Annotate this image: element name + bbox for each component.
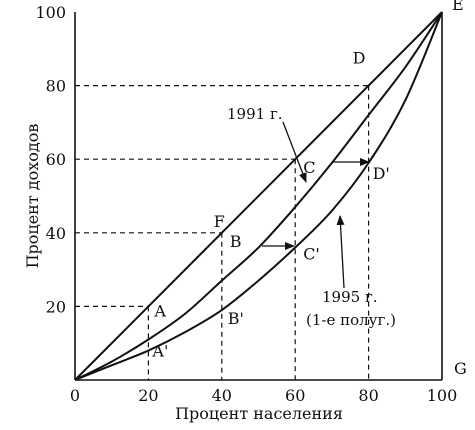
point-label-F: F (214, 212, 225, 231)
arrow-1995-to-curve (336, 215, 345, 289)
y-tick-40: 40 (46, 224, 66, 243)
y-tick-80: 80 (46, 77, 66, 96)
plot-frame (74, 12, 443, 381)
guide-lines (75, 84, 370, 380)
point-label-E: E (452, 0, 464, 14)
arrow-1991-to-curve (282, 121, 307, 183)
x-tick-100: 100 (427, 386, 458, 405)
x-tick-80: 80 (358, 386, 378, 405)
equality-line (74, 11, 443, 381)
point-label-D-prime: D' (373, 164, 390, 183)
annotation-2-line-1: 1995 г. (322, 288, 378, 306)
x-tick-40: 40 (212, 386, 232, 405)
point-label-G: G (454, 359, 467, 378)
point-label-B-prime: B' (228, 309, 244, 328)
x-tick-0: 0 (70, 386, 80, 405)
annotation-1-line-1: 1991 г. (227, 105, 283, 123)
lorenz-curve-1995 (74, 11, 443, 381)
point-label-C: C (303, 158, 315, 177)
y-tick-100: 100 (35, 3, 66, 22)
x-tick-60: 60 (285, 386, 305, 405)
annotations: 1991 г. 1995 г. (1-е полуг.) (227, 105, 396, 329)
y-axis-label: Процент доходов (23, 124, 42, 269)
tick-labels: 0 20 40 60 80 100 20 40 60 80 100 (35, 3, 457, 405)
point-labels: A A' FB B' C C' D D' E G (151, 0, 466, 378)
point-label-A: A (153, 301, 166, 320)
x-axis-label: Процент населения (175, 404, 343, 423)
point-label-A-prime: A' (151, 342, 168, 361)
x-tick-20: 20 (138, 386, 158, 405)
curves (74, 11, 443, 381)
y-tick-60: 60 (46, 150, 66, 169)
annotation-arrows (262, 121, 370, 289)
point-label-D: D (353, 49, 366, 68)
y-tick-20: 20 (46, 297, 66, 316)
point-label-C-prime: C' (303, 245, 320, 264)
lorenz-curve-1991 (74, 11, 443, 381)
annotation-2-line-2: (1-е полуг.) (306, 311, 396, 329)
point-label-B: B (230, 232, 242, 251)
